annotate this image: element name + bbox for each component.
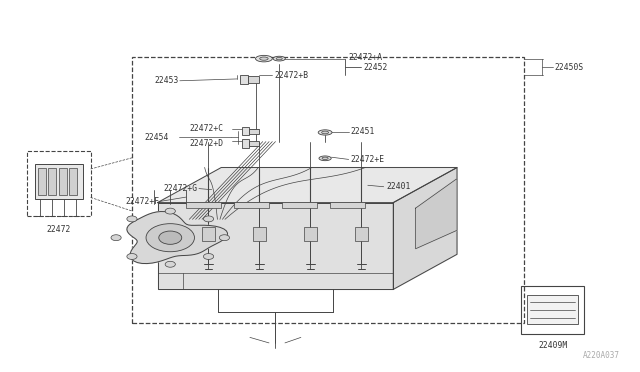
Bar: [59, 167, 67, 195]
Bar: [527, 295, 578, 324]
Circle shape: [165, 208, 175, 214]
Bar: [250, 141, 259, 147]
Bar: [69, 167, 77, 195]
Ellipse shape: [319, 156, 332, 161]
Circle shape: [146, 224, 195, 252]
Circle shape: [204, 216, 214, 222]
Bar: [35, 164, 83, 199]
Circle shape: [127, 216, 137, 222]
Text: 22472+A: 22472+A: [349, 53, 383, 62]
Text: 22472+C: 22472+C: [189, 124, 223, 133]
Bar: [521, 286, 584, 334]
Text: 22454: 22454: [145, 133, 169, 142]
Bar: [234, 202, 269, 208]
Circle shape: [111, 235, 121, 241]
Bar: [248, 76, 259, 83]
Ellipse shape: [260, 57, 268, 60]
Text: 22472+F: 22472+F: [125, 197, 160, 206]
Bar: [186, 202, 221, 208]
Bar: [250, 128, 259, 134]
Bar: [304, 227, 317, 241]
Ellipse shape: [322, 131, 328, 134]
Bar: [27, 151, 91, 215]
Polygon shape: [157, 167, 457, 203]
Ellipse shape: [255, 55, 273, 62]
Text: 22450S: 22450S: [554, 62, 584, 72]
Text: 22409M: 22409M: [538, 341, 567, 350]
Text: 22472+E: 22472+E: [351, 155, 385, 164]
Ellipse shape: [273, 56, 285, 61]
Bar: [253, 227, 266, 241]
Polygon shape: [415, 179, 457, 249]
Circle shape: [220, 235, 230, 241]
Text: A220A037: A220A037: [582, 350, 620, 359]
Ellipse shape: [276, 57, 282, 60]
Bar: [132, 57, 524, 323]
Bar: [282, 202, 317, 208]
Bar: [330, 202, 365, 208]
Bar: [355, 227, 368, 241]
Bar: [243, 140, 250, 148]
Bar: [241, 75, 248, 84]
Text: 22451: 22451: [351, 127, 375, 136]
Bar: [243, 127, 250, 135]
Ellipse shape: [322, 157, 328, 160]
Text: 22452: 22452: [364, 62, 388, 72]
Ellipse shape: [318, 130, 332, 135]
Circle shape: [165, 261, 175, 267]
Text: 22401: 22401: [387, 182, 412, 191]
Polygon shape: [157, 203, 394, 289]
Text: 22453: 22453: [154, 76, 179, 85]
Polygon shape: [394, 167, 457, 289]
Text: 22472+D: 22472+D: [189, 139, 223, 148]
Bar: [38, 167, 45, 195]
Text: 22472+B: 22472+B: [274, 71, 308, 80]
Bar: [48, 167, 56, 195]
Circle shape: [159, 231, 182, 244]
Text: 22472+G: 22472+G: [164, 184, 198, 193]
Circle shape: [127, 254, 137, 259]
Bar: [202, 227, 215, 241]
Text: 22472: 22472: [47, 225, 71, 234]
Polygon shape: [127, 212, 228, 264]
Circle shape: [204, 254, 214, 259]
